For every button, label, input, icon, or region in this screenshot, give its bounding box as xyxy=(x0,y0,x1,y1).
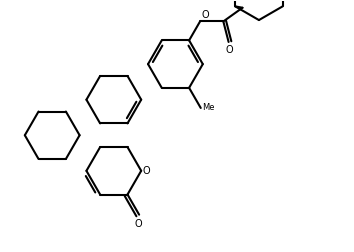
Text: O: O xyxy=(143,166,150,176)
Text: O: O xyxy=(225,45,233,55)
Text: O: O xyxy=(202,10,210,20)
Text: Me: Me xyxy=(202,104,215,112)
Text: O: O xyxy=(134,219,142,229)
